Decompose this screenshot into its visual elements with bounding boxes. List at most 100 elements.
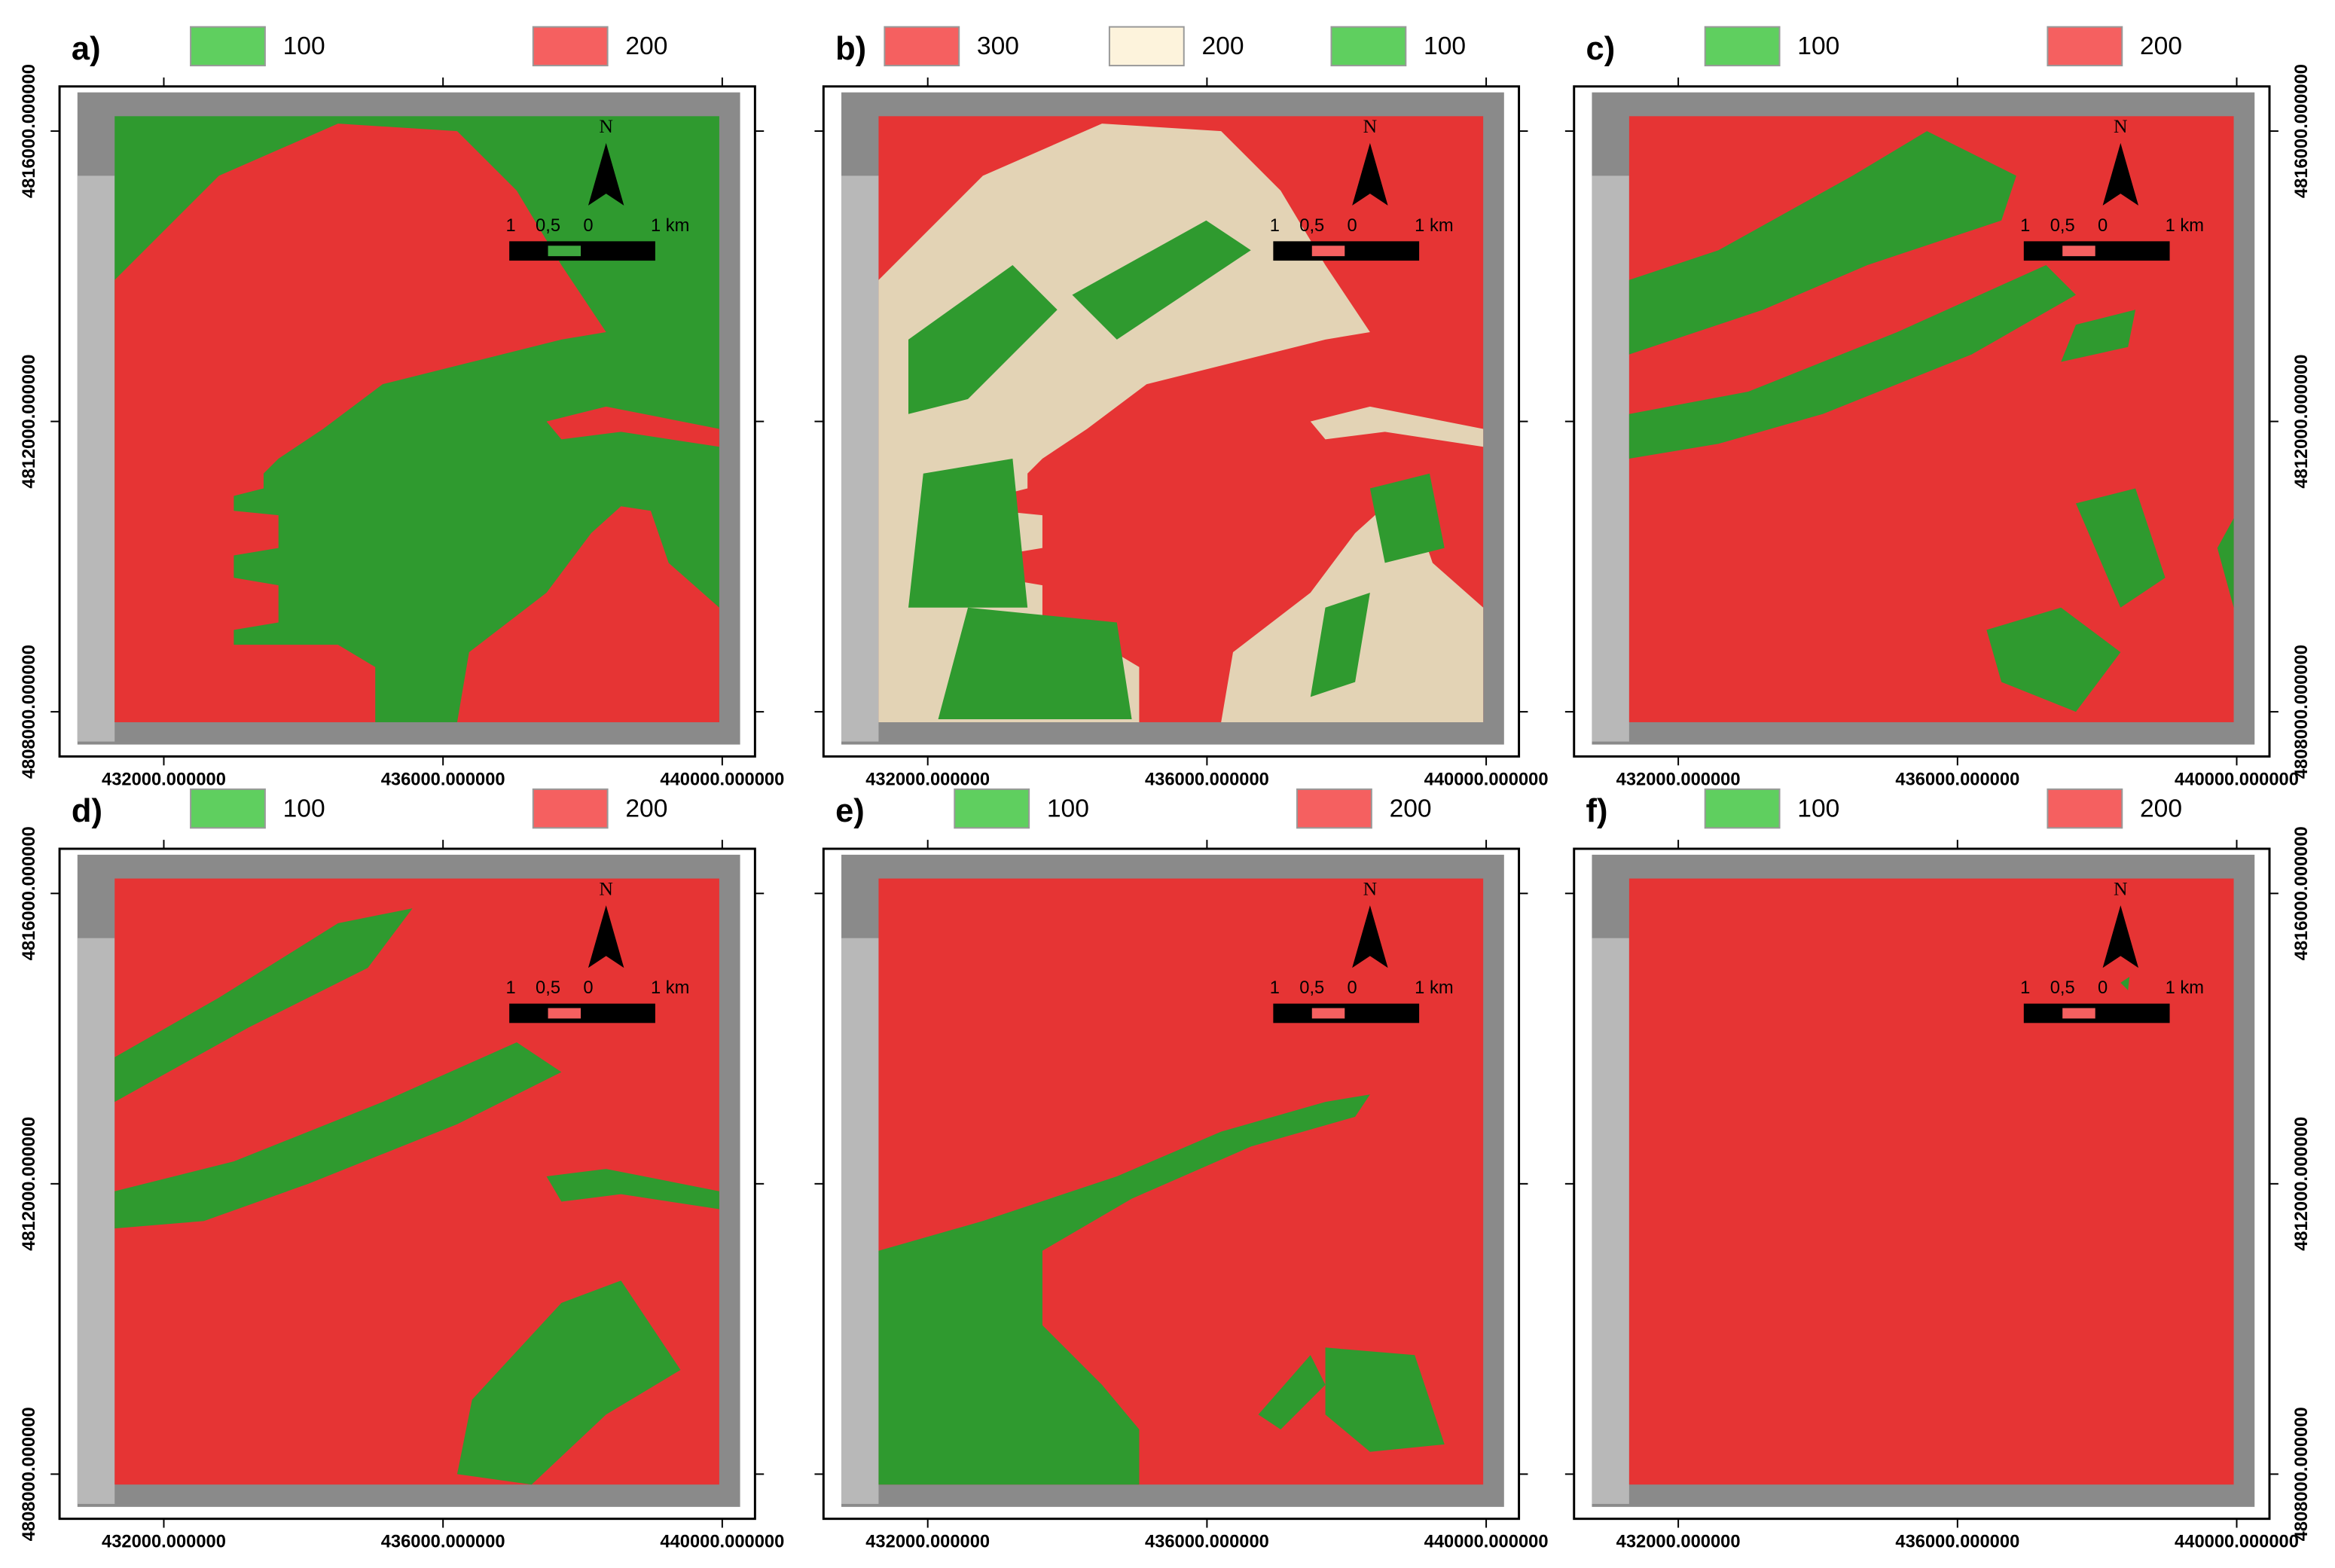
x-tick-label: 432000.000000 xyxy=(1616,770,1741,789)
legend-swatch xyxy=(1296,788,1372,829)
map-panel: c) 100 200 N 1 0,5 0 1 km 432000.000000 436000.00… xyxy=(1564,26,2312,789)
legend-swatch xyxy=(2047,26,2123,67)
panel-label: a) xyxy=(72,31,101,67)
map-region xyxy=(1310,406,1484,447)
map-region xyxy=(1325,1347,1445,1452)
hillshade-edge xyxy=(841,938,879,1504)
x-tick-label: 440000.000000 xyxy=(660,1533,784,1552)
map-region xyxy=(114,124,606,722)
north-arrow xyxy=(2102,905,2139,969)
panel-label: f) xyxy=(1586,793,1608,829)
map-region xyxy=(1258,1355,1326,1430)
map-region xyxy=(908,459,1028,608)
x-tick-label: 440000.000000 xyxy=(2175,1533,2299,1552)
map-region xyxy=(908,265,1058,414)
map-region xyxy=(114,908,413,1103)
panel-label: b) xyxy=(835,31,866,67)
x-tick-label: 436000.000000 xyxy=(1145,770,1269,789)
y-tick-label: 4808000.000000 xyxy=(20,645,39,779)
scale-bar-segment xyxy=(1311,1008,1345,1019)
scale-label: 1 xyxy=(1270,978,1280,998)
panel-label: e) xyxy=(835,793,865,829)
scale-label: 1 km xyxy=(2166,978,2204,998)
map-area: N 1 0,5 0 1 km xyxy=(878,115,1484,722)
map-area: N 1 0,5 0 1 km xyxy=(1628,115,2234,722)
map-panel: b) 300 200 100 N 1 0,5 0 1 km 432000.000000 436000… xyxy=(814,26,1549,789)
legend-label: 200 xyxy=(625,795,667,822)
north-arrow xyxy=(1352,905,1388,969)
scale-label: 1 km xyxy=(2166,216,2204,236)
scale-bar xyxy=(509,241,655,261)
panel-label: c) xyxy=(1586,31,1616,67)
y-tick-label: 4816000.000000 xyxy=(20,826,39,960)
x-tick-label: 436000.000000 xyxy=(1895,1533,2019,1552)
hillshade-edge xyxy=(1592,938,1629,1504)
scale-label: 1 km xyxy=(1415,216,1453,236)
y-tick-label: 4816000.000000 xyxy=(2292,826,2312,960)
map-region xyxy=(1072,220,1251,340)
north-arrow xyxy=(2102,142,2139,206)
scale-label: 0,5 xyxy=(2050,978,2075,998)
legend-label: 200 xyxy=(1390,795,1432,822)
legend-label: 200 xyxy=(2140,32,2182,60)
x-tick-label: 436000.000000 xyxy=(381,1533,505,1552)
scale-bar-segment xyxy=(548,1008,581,1019)
y-tick-label: 4812000.000000 xyxy=(20,1117,39,1251)
map-region xyxy=(1628,131,2016,355)
panel-label: d) xyxy=(72,793,102,829)
scale-label: 1 xyxy=(2020,978,2030,998)
scale-bar xyxy=(2023,1003,2170,1023)
scale-label: 0,5 xyxy=(1299,978,1324,998)
legend-label: 100 xyxy=(283,32,325,60)
x-tick-label: 440000.000000 xyxy=(1424,770,1549,789)
map-area: N 1 0,5 0 1 km xyxy=(878,877,1484,1485)
y-tick-label: 4808000.000000 xyxy=(2292,645,2312,779)
map-base xyxy=(1628,878,2234,1485)
scale-label: 0 xyxy=(2098,216,2108,236)
north-label: N xyxy=(599,115,613,137)
legend-swatch xyxy=(1704,788,1781,829)
north-label: N xyxy=(2114,877,2128,899)
legend-swatch xyxy=(884,26,960,67)
scale-bar-segment xyxy=(2062,1008,2095,1019)
map-panel: f) 100 200 N 1 0,5 0 1 km 432000.000000 436000.00… xyxy=(1564,788,2312,1552)
map-region xyxy=(1369,473,1445,563)
scale-label: 0 xyxy=(2098,978,2108,998)
hillshade-edge xyxy=(77,938,115,1504)
scale-label: 1 km xyxy=(651,978,689,998)
map-area: N 1 0,5 0 1 km xyxy=(114,115,719,722)
y-tick-label: 4808000.000000 xyxy=(2292,1407,2312,1541)
scale-label: 1 km xyxy=(1415,978,1453,998)
map-region xyxy=(1628,265,2076,459)
y-tick-label: 4816000.000000 xyxy=(2292,64,2312,198)
y-tick-label: 4816000.000000 xyxy=(20,64,39,198)
legend-label: 100 xyxy=(1424,32,1466,60)
map-area: N 1 0,5 0 1 km xyxy=(114,877,719,1568)
map-region xyxy=(546,1169,719,1210)
legend-label: 200 xyxy=(1201,32,1244,60)
y-tick-label: 4812000.000000 xyxy=(2292,1117,2312,1251)
legend-label: 200 xyxy=(625,32,667,60)
y-tick-label: 4812000.000000 xyxy=(20,355,39,489)
scale-label: 1 xyxy=(506,216,516,236)
legend-swatch xyxy=(532,788,609,829)
legend-label: 300 xyxy=(977,32,1019,60)
scale-label: 0,5 xyxy=(536,216,560,236)
map-region xyxy=(938,607,1132,719)
map-panel: e) 100 200 N 1 0,5 0 1 km 432000.000000 436000.00… xyxy=(814,788,1549,1552)
map-area: N 1 0,5 0 1 km xyxy=(1628,877,2234,1485)
scale-label: 1 xyxy=(506,978,516,998)
scale-bar xyxy=(2023,241,2170,261)
scale-label: 0 xyxy=(583,978,593,998)
x-tick-label: 440000.000000 xyxy=(1424,1533,1549,1552)
north-arrow xyxy=(1352,142,1388,206)
scale-label: 0 xyxy=(1348,216,1357,236)
legend-label: 100 xyxy=(1797,32,1839,60)
x-tick-label: 436000.000000 xyxy=(381,770,505,789)
legend-swatch xyxy=(954,788,1030,829)
scale-label: 1 km xyxy=(651,216,689,236)
north-label: N xyxy=(1363,115,1378,137)
scale-bar-segment xyxy=(548,246,581,257)
x-tick-label: 436000.000000 xyxy=(1145,1533,1269,1552)
